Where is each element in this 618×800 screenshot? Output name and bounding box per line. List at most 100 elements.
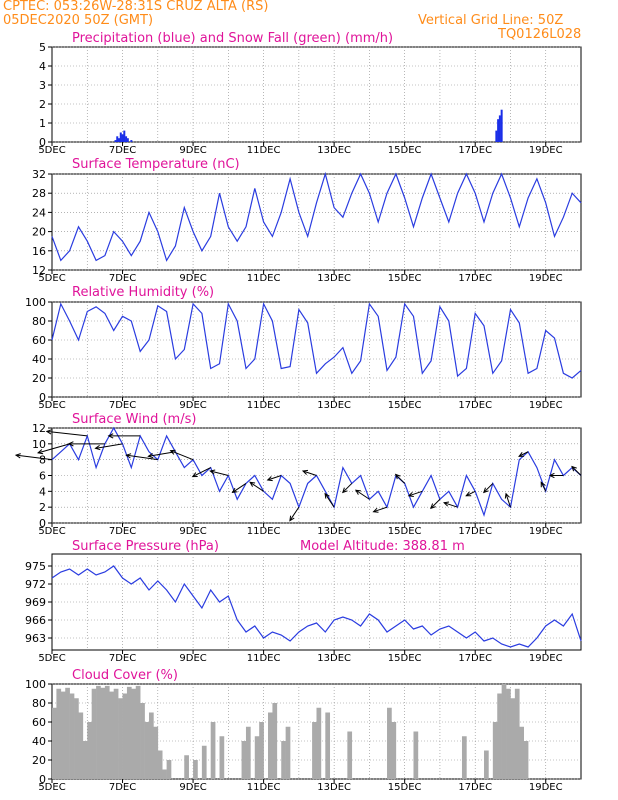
cloud-xtick-label: 17DEC: [458, 782, 492, 793]
cloud-xtick-label: 15DEC: [388, 782, 422, 793]
wind-arrow: [505, 493, 511, 508]
cloud-xtick-label: 5DEC: [38, 782, 65, 793]
wind-arrow-head: [147, 452, 154, 459]
cloud-ytick-label: 20: [32, 754, 46, 767]
wind-ytick-label: 0: [39, 517, 46, 530]
cloud-xtick-label: 9DEC: [179, 782, 206, 793]
precip-ytick-label: 4: [39, 60, 46, 73]
cloud-bar: [74, 698, 79, 779]
wind-arrow-head: [482, 487, 489, 494]
cloud-bar: [100, 687, 106, 779]
cloud-bar: [312, 722, 317, 779]
wind-xtick-label: 11DEC: [247, 526, 281, 537]
wind-arrow: [302, 470, 317, 476]
rh-xtick-label: 15DEC: [388, 400, 422, 411]
cloud-title: Cloud Cover (%): [72, 668, 178, 683]
cloud-bar: [484, 750, 489, 779]
rh-xtick-label: 5DEC: [38, 400, 65, 411]
cloud-bar: [148, 712, 154, 779]
precip-title: Precipitation (blue) and Snow Fall (gree…: [72, 31, 393, 46]
rh-xtick-label: 9DEC: [179, 400, 206, 411]
cloud-bar: [272, 703, 278, 779]
temp-xtick-label: 7DEC: [109, 273, 136, 284]
rh-xtick-label: 7DEC: [109, 400, 136, 411]
cloud-bar: [82, 741, 88, 779]
pres-ytick-label: 975: [25, 560, 46, 573]
wind-arrow: [232, 483, 247, 493]
wind-ytick-label: 10: [32, 438, 46, 451]
cloud-bar: [140, 703, 145, 779]
precip-bar: [116, 136, 119, 142]
wind-arrow: [148, 451, 176, 457]
cloud-bar: [144, 722, 150, 779]
cloud-ytick-label: 40: [32, 735, 46, 748]
wind-arrow: [483, 483, 494, 493]
rh-ytick-label: 100: [25, 296, 46, 309]
precip-xtick-label: 5DEC: [38, 145, 65, 156]
precip-bar: [114, 140, 117, 142]
temp-ytick-label: 16: [32, 245, 46, 258]
pres-ytick-label: 963: [25, 632, 46, 645]
precip-ytick-label: 2: [39, 98, 46, 111]
pres-ytick-label: 972: [25, 578, 46, 591]
wind-arrow: [540, 482, 547, 492]
cloud-bar: [245, 726, 251, 779]
wind-arrow-head: [407, 491, 414, 497]
precip-bar: [123, 130, 126, 142]
wind-arrow-head: [231, 487, 238, 494]
pres-xtick-label: 9DEC: [179, 653, 206, 664]
wind-arrow: [395, 474, 406, 484]
cloud-bar: [281, 741, 286, 779]
pres-xtick-label: 13DEC: [317, 653, 351, 664]
header-station: CPTEC: 053:26W-28:31S CRUZ ALTA (RS): [3, 0, 269, 14]
wind-arrow-head: [430, 503, 436, 510]
wind-arrow-head: [107, 433, 114, 439]
pres-xtick-label: 15DEC: [388, 653, 422, 664]
wind-arrow: [170, 450, 194, 461]
cloud-ytick-label: 100: [25, 678, 46, 691]
wind-arrow-head: [289, 515, 295, 522]
rh-xtick-label: 11DEC: [247, 400, 281, 411]
pres-xtick-label: 7DEC: [109, 653, 136, 664]
wind-ytick-label: 8: [39, 454, 46, 467]
cloud-bar: [96, 685, 101, 779]
cloud-bar: [461, 736, 467, 779]
rh-xtick-label: 13DEC: [317, 400, 351, 411]
precip-xtick-label: 11DEC: [247, 145, 281, 156]
wind-arrow-head: [14, 453, 21, 459]
cloud-bar: [501, 684, 507, 779]
cloud-bar: [506, 688, 511, 779]
cloud-bar: [316, 707, 322, 779]
wind-arrow-head: [169, 449, 176, 455]
wind-arrow: [355, 489, 370, 500]
wind-arrow: [289, 506, 300, 521]
rh-series-line: [51, 301, 582, 379]
wind-arrow-head: [36, 449, 44, 455]
wind-arrow-head: [518, 451, 525, 457]
cloud-ytick-label: 60: [32, 716, 46, 729]
cloud-bar: [60, 691, 66, 779]
wind-arrow-head: [301, 469, 309, 475]
wind-arrow-head: [548, 472, 555, 479]
temp-xtick-label: 17DEC: [458, 273, 492, 284]
cloud-xtick-label: 7DEC: [109, 782, 136, 793]
rh-ytick-label: 80: [32, 315, 46, 328]
wind-ytick-label: 2: [39, 501, 46, 514]
pres-xtick-label: 19DEC: [529, 653, 563, 664]
precip-bar: [497, 119, 500, 142]
wind-arrow: [37, 443, 70, 454]
wind-arrow-head: [372, 507, 379, 513]
wind-arrow-head: [394, 473, 401, 480]
temp-ytick-label: 32: [32, 168, 46, 181]
cloud-bar: [193, 760, 198, 779]
wind-arrow: [15, 454, 53, 461]
wind-arrow-head: [249, 481, 256, 487]
rh-ytick-label: 20: [32, 372, 46, 385]
cloud-bar: [52, 707, 57, 779]
precip-bar: [125, 136, 128, 142]
precip-xtick-label: 15DEC: [388, 145, 422, 156]
cloud-bar: [210, 722, 216, 779]
cloud-bar: [387, 707, 392, 779]
cloud-bar: [135, 685, 141, 779]
